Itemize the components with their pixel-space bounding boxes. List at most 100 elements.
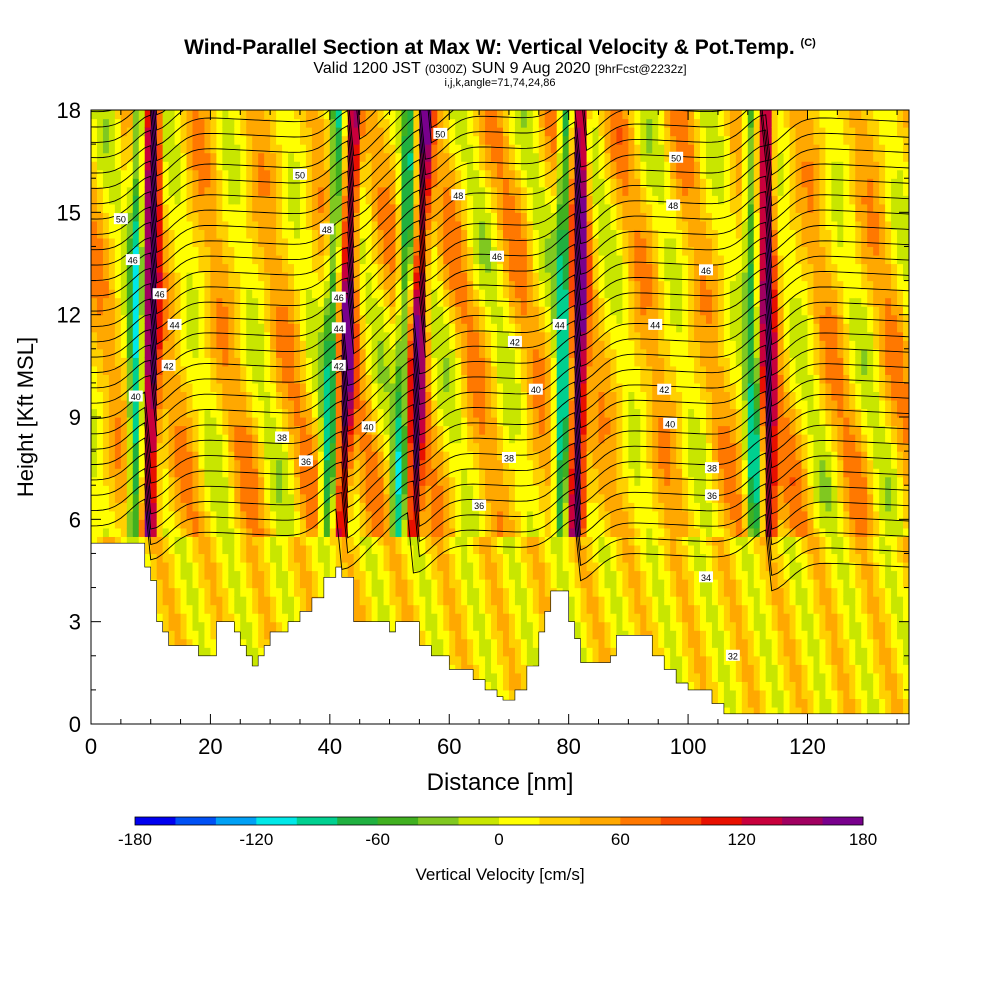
field-cell (132, 434, 140, 444)
field-cell (431, 323, 438, 333)
field-cell (305, 399, 313, 410)
field-cell (419, 289, 426, 299)
field-cell (174, 561, 182, 572)
field-cell (305, 254, 313, 265)
field-cell (365, 237, 373, 248)
field-cell (305, 348, 313, 358)
field-cell (246, 638, 253, 648)
field-cell (371, 553, 379, 563)
field-cell (138, 357, 146, 367)
field-cell (425, 289, 432, 299)
field-cell (246, 331, 253, 341)
field-cell (168, 169, 176, 179)
field-cell (288, 596, 295, 606)
field-cell (126, 135, 134, 145)
field-cell (377, 510, 385, 520)
field-cell (311, 493, 319, 503)
field-cell (389, 468, 397, 478)
field-cell (270, 203, 277, 213)
field-cell (299, 561, 307, 572)
field-cell (198, 289, 206, 299)
field-cell (180, 638, 188, 648)
field-cell (180, 442, 188, 452)
field-cell (222, 519, 229, 529)
field-cell (186, 331, 194, 341)
field-cell (102, 502, 110, 512)
field-cell (264, 314, 271, 324)
field-cell (168, 254, 176, 265)
field-cell (467, 340, 474, 350)
field-cell (485, 178, 492, 188)
field-cell (222, 510, 229, 520)
field-cell (425, 340, 432, 350)
field-cell (431, 152, 438, 162)
field-cell (455, 323, 462, 333)
field-cell (377, 297, 385, 307)
field-cell (329, 382, 337, 393)
field-cell (323, 144, 331, 154)
field-cell (437, 647, 444, 657)
field-cell (467, 365, 474, 375)
field-cell (335, 468, 343, 478)
field-cell (270, 323, 277, 333)
field-cell (210, 161, 217, 171)
field-cell (341, 161, 349, 171)
field-cell (246, 604, 253, 614)
field-cell (96, 365, 104, 375)
field-cell (234, 203, 241, 213)
field-cell (479, 178, 486, 188)
field-cell (479, 118, 486, 128)
field-cell (114, 220, 122, 230)
field-cell (204, 519, 212, 529)
field-cell (210, 340, 217, 350)
field-cell (461, 613, 468, 623)
field-cell (359, 272, 367, 282)
field-cell (276, 348, 283, 358)
field-cell (371, 476, 379, 486)
field-cell (407, 485, 415, 495)
field-cell (144, 178, 152, 188)
field-cell (497, 519, 504, 529)
field-cell (491, 647, 498, 657)
field-cell (407, 348, 415, 358)
field-cell (204, 476, 212, 486)
field-cell (371, 331, 379, 341)
field-cell (270, 434, 277, 444)
field-cell (162, 502, 170, 512)
field-cell (371, 459, 379, 469)
field-cell (276, 340, 283, 350)
field-cell (192, 323, 200, 333)
field-cell (383, 468, 391, 478)
field-cell (294, 365, 301, 375)
field-cell (485, 425, 492, 435)
field-cell (455, 493, 462, 503)
field-cell (425, 613, 432, 623)
field-cell (204, 195, 212, 205)
field-cell (377, 135, 385, 145)
field-cell (156, 442, 164, 452)
field-cell (449, 434, 456, 444)
field-cell (311, 263, 319, 273)
field-cell (395, 135, 403, 145)
field-cell (419, 536, 426, 546)
field-cell (473, 110, 480, 120)
field-cell (323, 289, 331, 299)
field-cell (377, 203, 385, 213)
field-cell (413, 178, 420, 188)
field-cell (359, 544, 367, 555)
field-cell (186, 118, 194, 128)
field-cell (270, 604, 277, 614)
field-cell (371, 502, 379, 512)
field-cell (305, 476, 313, 486)
field-cell (132, 331, 140, 341)
field-cell (473, 135, 480, 145)
field-cell (102, 468, 110, 478)
field-cell (264, 220, 271, 230)
field-cell (497, 186, 504, 196)
field-cell (204, 237, 212, 248)
field-cell (138, 536, 146, 546)
field-cell (329, 485, 337, 495)
field-cell (288, 544, 295, 555)
field-cell (204, 442, 212, 452)
field-cell (192, 417, 200, 427)
